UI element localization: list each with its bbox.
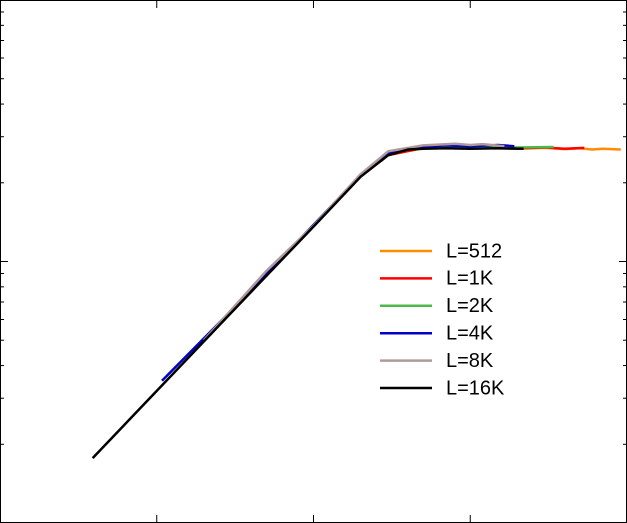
series-line [203, 142, 505, 342]
legend-label: L=16K [446, 377, 505, 399]
legend-label: L=2K [446, 295, 494, 317]
legend-label: L=4K [446, 322, 494, 344]
series-line [161, 143, 515, 382]
series-line [230, 144, 554, 314]
series-line [91, 147, 524, 460]
legend-label: L=8K [446, 350, 494, 372]
legend-label: L=512 [446, 240, 502, 262]
legend-label: L=1K [446, 268, 494, 290]
